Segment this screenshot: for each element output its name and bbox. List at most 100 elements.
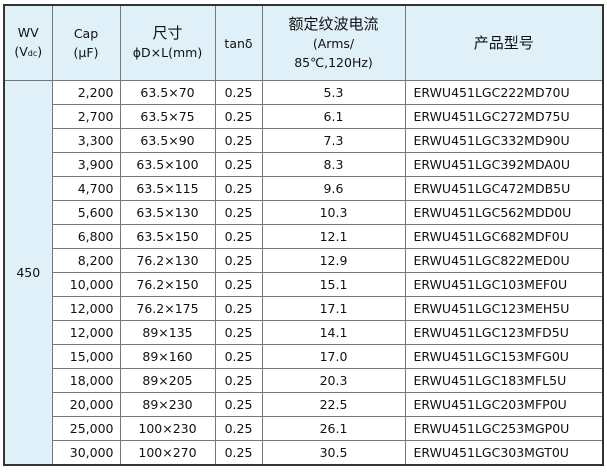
- table-row: 6,800 63.5×150 0.25 12.1 ERWU451LGC682MDF0U: [4, 224, 604, 249]
- header-size: 尺寸 ϕD×L(mm): [119, 4, 216, 81]
- ripple-cell: 17.0: [261, 344, 406, 369]
- header-part: 产品型号: [404, 4, 604, 81]
- cap-cell: 2,200: [51, 80, 121, 105]
- cap-cell: 12,000: [51, 296, 121, 321]
- size-cell: 89×135: [119, 320, 216, 345]
- size-cell: 89×205: [119, 368, 216, 393]
- tan-cell: 0.25: [214, 344, 263, 369]
- ripple-cell: 6.1: [261, 104, 406, 129]
- tan-cell: 0.25: [214, 104, 263, 129]
- cap-cell: 6,800: [51, 224, 121, 249]
- tan-cell: 0.25: [214, 152, 263, 177]
- header-cap: Cap (μF): [51, 4, 121, 81]
- cap-cell: 3,300: [51, 128, 121, 153]
- table-row: 25,000 100×230 0.25 26.1 ERWU451LGC253MGP0U: [4, 416, 604, 441]
- table-row: 12,000 89×135 0.25 14.1 ERWU451LGC123MFD5U: [4, 320, 604, 345]
- table-row: 3,300 63.5×90 0.25 7.3 ERWU451LGC332MD90U: [4, 128, 604, 153]
- tan-cell: 0.25: [214, 392, 263, 417]
- header-ripple: 额定纹波电流 (Arms/85℃,120Hz): [261, 4, 406, 81]
- cap-cell: 25,000: [51, 416, 121, 441]
- tan-cell: 0.25: [214, 248, 263, 273]
- part-cell: ERWU451LGC123MFD5U: [404, 320, 604, 345]
- tan-cell: 0.25: [214, 224, 263, 249]
- ripple-cell: 26.1: [261, 416, 406, 441]
- ripple-cell: 17.1: [261, 296, 406, 321]
- part-cell: ERWU451LGC103MEF0U: [404, 272, 604, 297]
- ripple-cell: 20.3: [261, 368, 406, 393]
- size-cell: 63.5×100: [119, 152, 216, 177]
- cap-cell: 30,000: [51, 440, 121, 466]
- ripple-cell: 8.3: [261, 152, 406, 177]
- cap-cell: 8,200: [51, 248, 121, 273]
- tan-cell: 0.25: [214, 296, 263, 321]
- part-cell: ERWU451LGC472MDB5U: [404, 176, 604, 201]
- part-cell: ERWU451LGC562MDD0U: [404, 200, 604, 225]
- size-cell: 63.5×150: [119, 224, 216, 249]
- size-cell: 63.5×75: [119, 104, 216, 129]
- size-cell: 89×230: [119, 392, 216, 417]
- ripple-cell: 5.3: [261, 80, 406, 105]
- tan-cell: 0.25: [214, 368, 263, 393]
- table-row: 8,200 76.2×130 0.25 12.9 ERWU451LGC822MED0U: [4, 248, 604, 273]
- header-tan: tanδ: [214, 4, 263, 81]
- ripple-cell: 14.1: [261, 320, 406, 345]
- cap-cell: 20,000: [51, 392, 121, 417]
- ripple-cell: 9.6: [261, 176, 406, 201]
- tan-cell: 0.25: [214, 200, 263, 225]
- cap-cell: 10,000: [51, 272, 121, 297]
- table-row: 450 2,200 63.5×70 0.25 5.3 ERWU451LGC222MD70U: [3, 80, 604, 466]
- size-cell: 89×160: [119, 344, 216, 369]
- ripple-cell: 10.3: [261, 200, 406, 225]
- ripple-cell: 7.3: [261, 128, 406, 153]
- spec-table: WV (Vdc) Cap (μF) 尺寸 ϕD×L(mm) tanδ 额定纹波电流 (A…: [3, 4, 604, 466]
- size-cell: 100×230: [119, 416, 216, 441]
- part-cell: ERWU451LGC392MDA0U: [404, 152, 604, 177]
- table-row: 20,000 89×230 0.25 22.5 ERWU451LGC203MFP0U: [4, 392, 604, 417]
- cap-cell: 18,000: [51, 368, 121, 393]
- part-cell: ERWU451LGC822MED0U: [404, 248, 604, 273]
- voltage-cell: 450: [3, 80, 53, 466]
- part-cell: ERWU451LGC253MGP0U: [404, 416, 604, 441]
- cap-cell: 15,000: [51, 344, 121, 369]
- size-cell: 63.5×115: [119, 176, 216, 201]
- cap-cell: 12,000: [51, 320, 121, 345]
- cap-cell: 2,700: [51, 104, 121, 129]
- header-wv: WV (Vdc): [3, 4, 53, 81]
- tan-cell: 0.25: [214, 128, 263, 153]
- table-row: 3,900 63.5×100 0.25 8.3 ERWU451LGC392MDA0U: [4, 152, 604, 177]
- table-row: 12,000 76.2×175 0.25 17.1 ERWU451LGC123MEH5U: [4, 296, 604, 321]
- size-cell: 63.5×130: [119, 200, 216, 225]
- part-cell: ERWU451LGC332MD90U: [404, 128, 604, 153]
- tan-cell: 0.25: [214, 176, 263, 201]
- size-cell: 100×270: [119, 440, 216, 466]
- table-row: 15,000 89×160 0.25 17.0 ERWU451LGC153MFG0U: [4, 344, 604, 369]
- tan-cell: 0.25: [214, 80, 263, 105]
- table-row: 18,000 89×205 0.25 20.3 ERWU451LGC183MFL5U: [4, 368, 604, 393]
- size-cell: 63.5×90: [119, 128, 216, 153]
- table-row: 5,600 63.5×130 0.25 10.3 ERWU451LGC562MDD0U: [4, 200, 604, 225]
- part-cell: ERWU451LGC303MGT0U: [404, 440, 604, 466]
- tan-cell: 0.25: [214, 440, 263, 466]
- part-cell: ERWU451LGC123MEH5U: [404, 296, 604, 321]
- table-row: 10,000 76.2×150 0.25 15.1 ERWU451LGC103MEF0U: [4, 272, 604, 297]
- cap-cell: 4,700: [51, 176, 121, 201]
- part-cell: ERWU451LGC272MD75U: [404, 104, 604, 129]
- ripple-cell: 15.1: [261, 272, 406, 297]
- table-row: 4,700 63.5×115 0.25 9.6 ERWU451LGC472MDB5U: [4, 176, 604, 201]
- tan-cell: 0.25: [214, 272, 263, 297]
- cap-cell: 3,900: [51, 152, 121, 177]
- size-cell: 76.2×130: [119, 248, 216, 273]
- size-cell: 76.2×150: [119, 272, 216, 297]
- part-cell: ERWU451LGC682MDF0U: [404, 224, 604, 249]
- tan-cell: 0.25: [214, 416, 263, 441]
- part-cell: ERWU451LGC222MD70U: [404, 80, 604, 105]
- table-row: 2,700 63.5×75 0.25 6.1 ERWU451LGC272MD75U: [4, 104, 604, 129]
- ripple-cell: 12.9: [261, 248, 406, 273]
- table-row: 30,000 100×270 0.25 30.5 ERWU451LGC303MGT0U: [4, 440, 604, 466]
- ripple-cell: 30.5: [261, 440, 406, 466]
- header-row: WV (Vdc) Cap (μF) 尺寸 ϕD×L(mm) tanδ 额定纹波电流 (A…: [3, 4, 604, 81]
- tan-cell: 0.25: [214, 320, 263, 345]
- cap-cell: 5,600: [51, 200, 121, 225]
- size-cell: 76.2×175: [119, 296, 216, 321]
- part-cell: ERWU451LGC203MFP0U: [404, 392, 604, 417]
